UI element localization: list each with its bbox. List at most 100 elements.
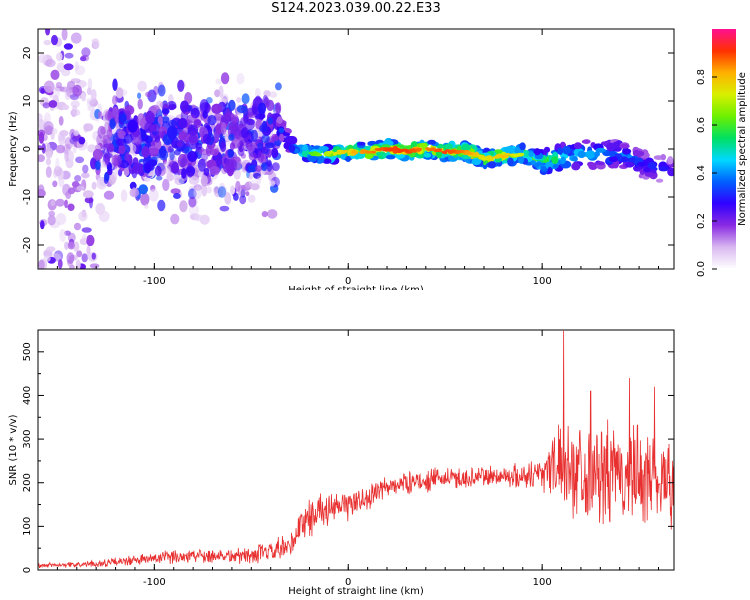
ridge-blob	[528, 151, 534, 157]
ridge-core	[341, 151, 347, 154]
noise-blob	[145, 91, 152, 98]
noise-blob	[58, 116, 64, 126]
noise-blob	[202, 110, 208, 119]
noise-blob	[216, 158, 223, 167]
noise-blob	[174, 149, 181, 156]
noise-blob	[206, 186, 213, 194]
noise-blob	[64, 241, 69, 250]
noise-blob	[117, 130, 126, 139]
noise-blob	[233, 192, 239, 201]
noise-blob	[211, 103, 223, 115]
noise-blob	[177, 79, 185, 92]
noise-blob	[197, 170, 204, 178]
noise-blob	[91, 181, 97, 190]
noise-blob	[137, 80, 147, 92]
plot-area	[38, 330, 674, 570]
noise-blob	[168, 119, 177, 127]
ridge-blob	[655, 178, 664, 183]
ridge-blob	[647, 161, 657, 170]
ridge-core	[489, 156, 494, 160]
ridge-core	[464, 149, 470, 153]
noise-blob	[111, 154, 123, 167]
noise-blob	[42, 102, 50, 109]
noise-blob	[220, 72, 230, 85]
noise-blob	[92, 38, 100, 49]
noise-blob	[231, 114, 239, 125]
noise-blob	[89, 99, 99, 107]
noise-blob	[127, 119, 138, 133]
ridge-blob	[318, 145, 329, 152]
colorbar-tick-label: 0.2	[696, 213, 707, 229]
noise-blob	[247, 194, 256, 203]
noise-blob	[53, 250, 64, 262]
noise-blob	[67, 203, 75, 211]
ridge-blob	[623, 148, 632, 155]
noise-blob	[154, 133, 161, 143]
ridge-blob	[471, 158, 482, 166]
noise-blob	[55, 198, 65, 207]
noise-blob	[156, 175, 163, 181]
noise-blob	[225, 108, 232, 120]
noise-blob	[38, 53, 48, 64]
noise-blob	[256, 175, 262, 185]
noise-blob	[275, 102, 282, 115]
ridge-blob	[375, 151, 385, 156]
noise-blob	[170, 188, 181, 195]
noise-blob	[66, 85, 71, 98]
noise-blob	[59, 130, 69, 137]
noise-blob	[104, 155, 110, 166]
ridge-blob	[445, 143, 453, 149]
ridge-blob	[392, 145, 399, 154]
snr-chart: -100 0 100 0 100 200 300 400 500 Height of straig…	[8, 329, 675, 597]
noise-blob	[187, 124, 199, 136]
noise-blob	[199, 99, 209, 112]
noise-blob	[255, 113, 266, 120]
noise-blob	[170, 162, 180, 174]
ridge-core	[441, 150, 447, 154]
noise-blob	[144, 163, 152, 173]
snr-series	[38, 330, 674, 569]
ridge-blob	[606, 142, 616, 152]
noise-blob	[108, 174, 116, 185]
noise-blob	[137, 98, 143, 110]
noise-blob	[178, 117, 188, 129]
noise-blob	[86, 87, 92, 96]
noise-blob	[269, 180, 276, 187]
ridge-blob	[531, 160, 536, 165]
ridge-blob	[523, 150, 530, 158]
noise-blob	[167, 125, 178, 140]
noise-blob	[236, 105, 248, 114]
noise-blob	[89, 263, 100, 269]
ridge-blob	[543, 146, 551, 153]
noise-blob	[45, 166, 52, 178]
ridge-core	[323, 153, 331, 157]
noise-blob	[240, 127, 250, 139]
noise-blob	[209, 148, 219, 156]
noise-blob	[38, 132, 45, 144]
ridge-blob	[552, 164, 559, 169]
ridge-blob	[540, 165, 546, 170]
noise-blob	[81, 47, 91, 58]
noise-blob	[220, 141, 227, 153]
noise-blob	[157, 115, 163, 125]
noise-blob	[107, 143, 115, 153]
snr-line	[38, 330, 674, 569]
ridge-core	[434, 148, 443, 152]
ridge-blob	[322, 158, 332, 164]
noise-blob	[185, 166, 193, 173]
x-tick-label: 0	[345, 276, 351, 287]
ridge-blob	[667, 156, 674, 165]
noise-blob	[43, 121, 54, 134]
noise-blob	[230, 159, 237, 172]
noise-blob	[275, 82, 282, 91]
noise-blob	[90, 89, 97, 102]
noise-blob	[228, 121, 238, 131]
noise-blob	[53, 165, 62, 177]
y-tick-label: 400	[22, 386, 33, 405]
noise-blob	[40, 220, 45, 230]
noise-blob	[271, 147, 279, 159]
noise-blob	[187, 151, 198, 162]
y-tick-label: 20	[22, 47, 33, 60]
noise-blob	[97, 125, 106, 139]
